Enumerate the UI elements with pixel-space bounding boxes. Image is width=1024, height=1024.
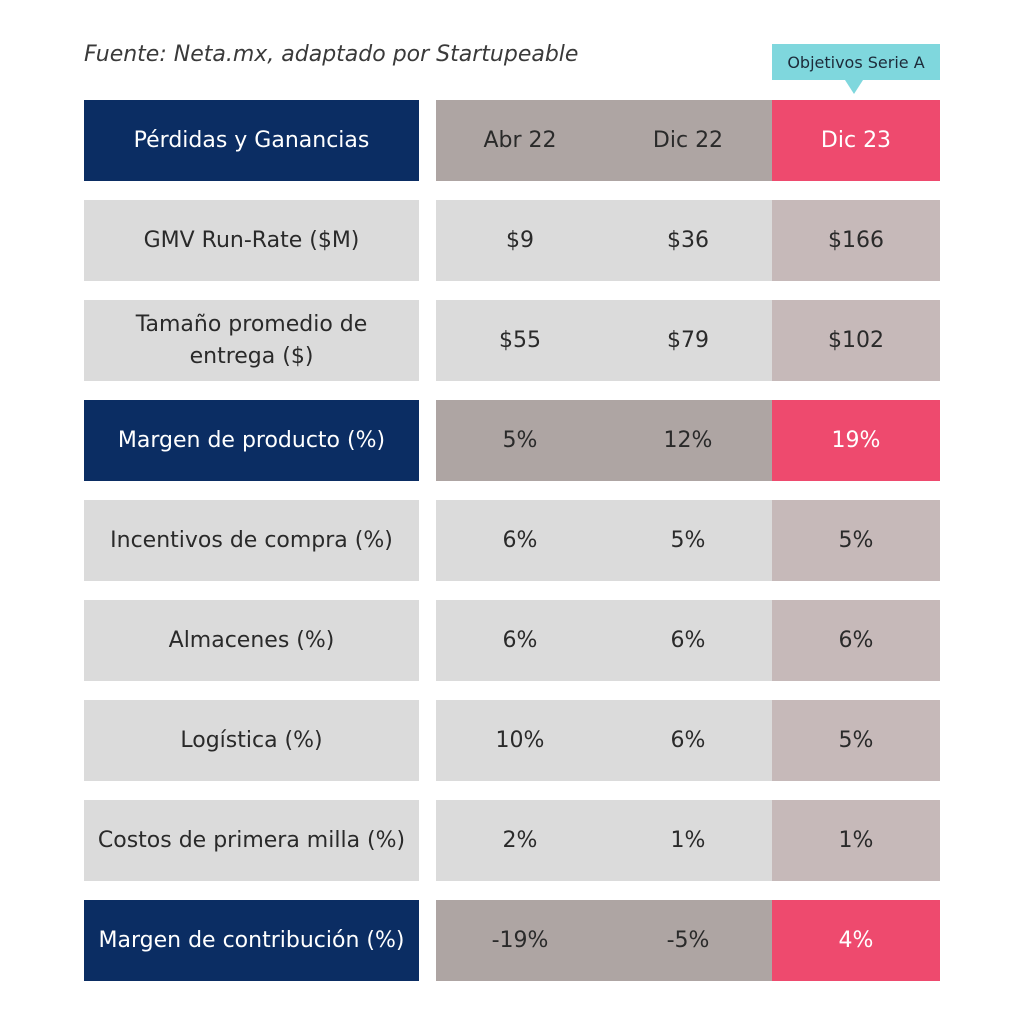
cell-abr22: 6% — [502, 628, 538, 653]
table-row: Logística (%) 10% 6% 5% — [0, 700, 1024, 781]
cell-abr22: 6% — [502, 528, 538, 553]
row-mid-group: $55 $79 — [436, 300, 772, 381]
source-caption: Fuente: Neta.mx, adaptado por Startupeab… — [84, 42, 579, 67]
header-mid-group: Abr 22 Dic 22 — [436, 100, 772, 181]
cell-dic23: 5% — [772, 500, 940, 581]
cell-dic22: 1% — [670, 828, 706, 853]
row-label: Margen de contribución (%) — [84, 900, 419, 981]
cell-dic23: $102 — [772, 300, 940, 381]
cell-dic23: 6% — [772, 600, 940, 681]
row-mid-group: 2% 1% — [436, 800, 772, 881]
cell-abr22: $9 — [506, 228, 534, 253]
cell-dic23: $166 — [772, 200, 940, 281]
table-row: Almacenes (%) 6% 6% 6% — [0, 600, 1024, 681]
row-mid-group: 6% 6% — [436, 600, 772, 681]
header-dic22: Dic 22 — [652, 128, 724, 153]
cell-dic22: 6% — [670, 628, 706, 653]
row-label: GMV Run-Rate ($M) — [84, 200, 419, 281]
cell-dic23: 1% — [772, 800, 940, 881]
row-mid-group: 5% 12% — [436, 400, 772, 481]
cell-dic22: -5% — [666, 928, 710, 953]
table-row: Costos de primera milla (%) 2% 1% 1% — [0, 800, 1024, 881]
cell-dic23: 19% — [772, 400, 940, 481]
row-mid-group: 10% 6% — [436, 700, 772, 781]
cell-abr22: $55 — [499, 328, 541, 353]
callout-pointer — [845, 80, 863, 94]
table-row: Incentivos de compra (%) 6% 5% 5% — [0, 500, 1024, 581]
row-label: Incentivos de compra (%) — [84, 500, 419, 581]
cell-abr22: 10% — [495, 728, 545, 753]
header-label: Pérdidas y Ganancias — [84, 100, 419, 181]
cell-abr22: 5% — [502, 428, 538, 453]
row-mid-group: $9 $36 — [436, 200, 772, 281]
cell-dic23: 5% — [772, 700, 940, 781]
cell-dic23: 4% — [772, 900, 940, 981]
row-label: Costos de primera milla (%) — [84, 800, 419, 881]
cell-dic22: $79 — [667, 328, 709, 353]
header-abr22: Abr 22 — [483, 128, 557, 153]
table-row: Margen de contribución (%) -19% -5% 4% — [0, 900, 1024, 981]
cell-dic22: $36 — [667, 228, 709, 253]
cell-abr22: 2% — [502, 828, 538, 853]
table-row: GMV Run-Rate ($M) $9 $36 $166 — [0, 200, 1024, 281]
cell-dic22: 5% — [670, 528, 706, 553]
cell-dic22: 6% — [670, 728, 706, 753]
row-label: Logística (%) — [84, 700, 419, 781]
table-header-row: Pérdidas y Ganancias Abr 22 Dic 22 Dic 2… — [0, 100, 1024, 181]
table-row: Margen de producto (%) 5% 12% 19% — [0, 400, 1024, 481]
row-label: Tamaño promedio de entrega ($) — [84, 300, 419, 381]
header-dic23: Dic 23 — [772, 100, 940, 181]
row-label: Almacenes (%) — [84, 600, 419, 681]
series-a-callout: Objetivos Serie A — [772, 44, 940, 80]
row-label: Margen de producto (%) — [84, 400, 419, 481]
cell-abr22: -19% — [491, 928, 549, 953]
row-mid-group: 6% 5% — [436, 500, 772, 581]
table-row: Tamaño promedio de entrega ($) $55 $79 $102 — [0, 300, 1024, 381]
row-mid-group: -19% -5% — [436, 900, 772, 981]
cell-dic22: 12% — [663, 428, 713, 453]
